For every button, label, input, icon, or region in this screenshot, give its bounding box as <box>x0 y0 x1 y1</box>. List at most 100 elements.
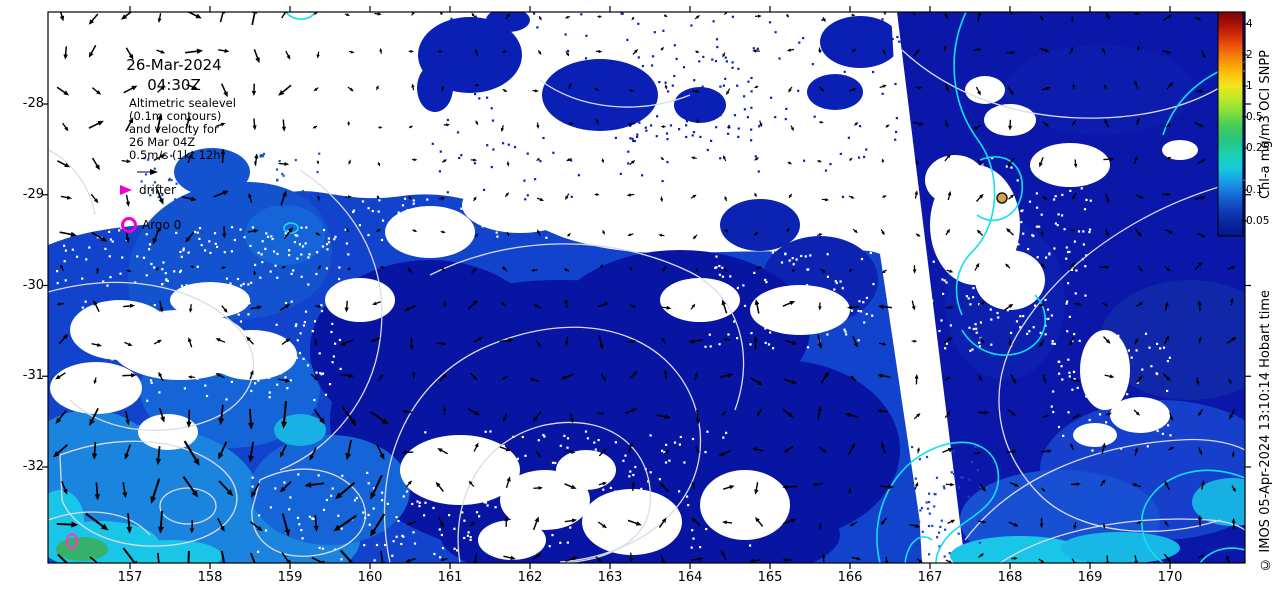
speckle <box>975 327 978 330</box>
speckle <box>331 361 334 364</box>
speckle <box>257 550 260 553</box>
velocity-arrow-head <box>595 118 599 123</box>
speckle <box>933 505 936 508</box>
speckle <box>378 199 381 202</box>
velocity-arrow-head <box>915 49 920 54</box>
velocity-arrow-head <box>787 412 794 418</box>
velocity-arrow-head <box>602 231 605 235</box>
speckle <box>98 333 101 337</box>
colorbar-tick-label: 0.25 <box>1246 142 1270 154</box>
velocity-arrow-head <box>692 235 697 240</box>
speckle <box>811 63 814 66</box>
velocity-arrow-head <box>285 559 291 563</box>
velocity-arrow-head <box>345 453 352 461</box>
speckle <box>513 146 517 149</box>
velocity-arrow-head <box>980 553 985 557</box>
speckle <box>1065 302 1068 305</box>
velocity-arrow-head <box>563 268 568 272</box>
speckle <box>515 509 518 512</box>
speckle <box>418 505 421 508</box>
frontal-contour <box>904 536 933 563</box>
velocity-arrow <box>280 84 292 94</box>
velocity-arrow-head <box>978 376 983 381</box>
cloud-blob <box>556 450 616 490</box>
speckle <box>1088 418 1091 422</box>
x-tick-label: 165 <box>757 570 783 585</box>
velocity-arrow-head <box>721 412 726 416</box>
speckle <box>464 487 467 490</box>
velocity-arrow-head <box>93 300 98 306</box>
speckle <box>904 456 907 459</box>
velocity-arrow-head <box>722 337 727 342</box>
speckle <box>663 451 666 454</box>
velocity-arrow <box>94 302 100 313</box>
speckle <box>665 443 668 446</box>
speckle <box>360 185 363 188</box>
velocity-arrow-head <box>251 90 257 96</box>
speckle <box>1019 315 1022 318</box>
speckle <box>971 213 974 216</box>
speckle <box>940 243 943 246</box>
speckle <box>641 174 644 177</box>
speckle <box>1080 155 1083 158</box>
velocity-arrow <box>122 547 136 563</box>
speckle <box>565 493 568 496</box>
speckle <box>916 517 919 520</box>
speckle <box>258 514 261 517</box>
velocity-arrow-head <box>1226 555 1230 560</box>
velocity-arrow-head <box>1197 261 1203 267</box>
speckle <box>632 473 635 477</box>
speckle <box>1058 372 1061 375</box>
velocity-arrow-head <box>252 125 257 131</box>
map-plot-area[interactable] <box>48 12 1245 563</box>
speckle <box>1136 381 1139 384</box>
speckle <box>764 278 767 281</box>
speckle <box>1085 395 1088 398</box>
speckle <box>1084 294 1087 297</box>
velocity-arrow <box>159 300 163 310</box>
velocity-arrow <box>722 486 732 490</box>
speckle <box>145 233 148 236</box>
velocity-arrow-head <box>1073 525 1077 530</box>
speckle <box>169 358 172 361</box>
velocity-arrow <box>534 411 542 420</box>
speckle <box>330 494 333 497</box>
velocity-arrow-head <box>660 198 664 203</box>
velocity-arrow <box>56 86 67 94</box>
velocity-arrow-head <box>950 519 956 524</box>
velocity-arrow-head <box>97 120 104 126</box>
speckle <box>570 195 573 198</box>
velocity-arrow <box>280 444 287 455</box>
frontal-contour <box>285 12 315 20</box>
speckle <box>483 501 486 504</box>
speckle <box>597 186 600 189</box>
speckle <box>1068 375 1071 378</box>
speckle <box>737 135 740 138</box>
velocity-arrow-head <box>786 14 790 18</box>
speckle <box>993 293 996 296</box>
speckle <box>185 360 188 363</box>
speckle <box>119 272 122 275</box>
speckle <box>944 347 947 350</box>
speckle <box>650 124 653 127</box>
speckle <box>531 532 534 535</box>
velocity-arrow-head <box>124 453 130 460</box>
speckle <box>161 283 164 286</box>
speckle <box>247 313 250 316</box>
speckle <box>208 240 211 243</box>
speckle <box>673 44 676 47</box>
velocity-arrow-head <box>981 487 986 492</box>
velocity-arrow <box>187 550 190 563</box>
speckle <box>682 66 686 69</box>
velocity-arrow <box>153 155 163 162</box>
velocity-arrow-head <box>251 491 257 498</box>
speckle <box>209 251 212 254</box>
speckle <box>757 170 760 173</box>
speckle <box>881 92 884 95</box>
sealevel-contours <box>48 12 1245 563</box>
velocity-arrow <box>692 339 703 343</box>
velocity-arrow-head <box>602 523 607 529</box>
speckle <box>435 95 438 98</box>
speckle <box>96 236 99 239</box>
velocity-arrow-head <box>1138 521 1143 525</box>
